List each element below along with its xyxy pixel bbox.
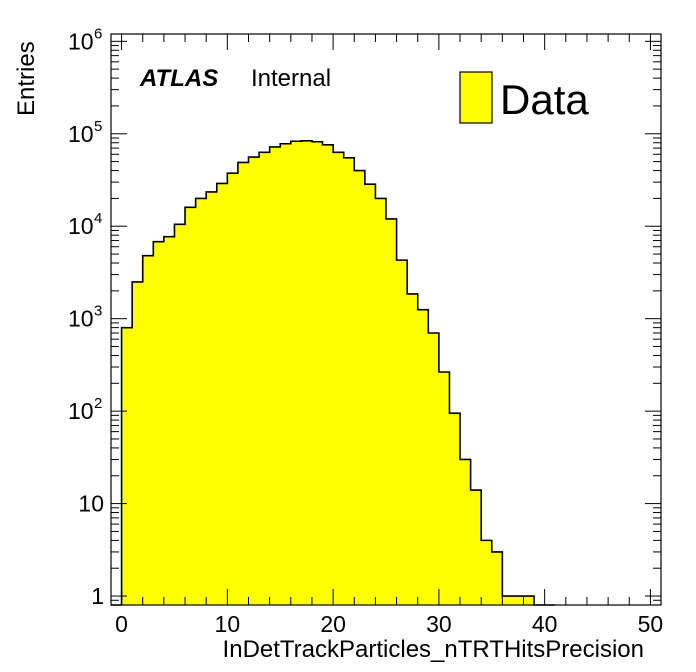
histogram-bar [279,143,292,606]
y-tick-exponent: 6 [94,25,102,42]
histogram-bar [184,207,196,606]
histogram-bar [417,309,429,606]
histogram-bar [428,332,440,606]
histogram-bar [322,144,334,606]
histogram-bar [142,255,154,606]
legend-label: Data [500,76,589,123]
histogram-bar [153,241,165,606]
histogram-bar [195,198,207,606]
histogram-bar [523,595,535,606]
histogram-bar [131,281,144,606]
y-tick-label: 1 [91,583,104,609]
histogram-bar [216,183,228,606]
histogram-bars [121,140,535,606]
histogram-bar [449,412,461,606]
histogram-bar [332,152,344,606]
y-tick-exponent: 3 [94,303,102,320]
x-axis-label: InDetTrackParticles_nTRTHitsPrecision [223,636,644,663]
legend-swatch [459,71,493,124]
y-tick-label: 10 [68,398,94,424]
histogram-bar [311,141,323,606]
plot-frame [110,33,662,606]
histogram-bar [343,157,355,606]
histogram-bar [258,152,270,606]
y-tick-exponent: 2 [94,395,102,412]
histogram-bar [364,183,376,606]
histogram-bar [163,236,175,606]
y-tick-exponent: 5 [94,118,102,135]
x-tick-label: 20 [320,611,346,637]
histogram-bar [353,170,366,606]
histogram-bar [248,156,260,606]
y-axis-label: Entries [13,41,40,116]
atlas-label: ATLAS Internal [139,65,331,92]
histogram-bar [269,146,281,606]
histogram-bar [502,595,514,606]
x-tick-labels: 0 10 20 30 40 50 [115,611,663,637]
histogram-bar [301,140,313,606]
histogram-bar [396,259,408,606]
histogram-bar [375,198,387,606]
histogram-bar [385,218,397,606]
histogram-bar [205,191,218,606]
histogram-bar [174,223,186,606]
histogram-bar [227,172,239,606]
histogram-bar [237,162,249,606]
x-tick-label: 10 [215,611,241,637]
atlas-status-text: Internal [251,65,331,92]
y-tick-label: 10 [78,491,104,517]
histogram-bar [512,595,524,606]
histogram-bar [470,489,482,606]
histogram-bar [121,327,133,606]
histogram-bar [459,459,471,606]
y-tick-label: 10 [68,28,94,54]
y-tick-exponent: 4 [94,210,102,227]
x-tick-label: 40 [532,611,558,637]
legend: Data [459,71,589,124]
histogram-bar [438,371,450,606]
histogram-bar [480,540,493,606]
x-tick-label: 0 [115,611,128,637]
histogram-outline [111,139,556,606]
histogram-bar [406,293,419,606]
atlas-label-text: ATLAS [139,65,218,92]
y-tick-label: 10 [68,121,94,147]
x-tick-label: 30 [426,611,452,637]
y-tick-label: 10 [68,213,94,239]
histogram-bar [491,551,503,606]
histogram-bar [290,140,302,606]
y-tick-label: 10 [68,306,94,332]
axis-ticks [111,34,661,606]
x-tick-label: 50 [638,611,664,637]
